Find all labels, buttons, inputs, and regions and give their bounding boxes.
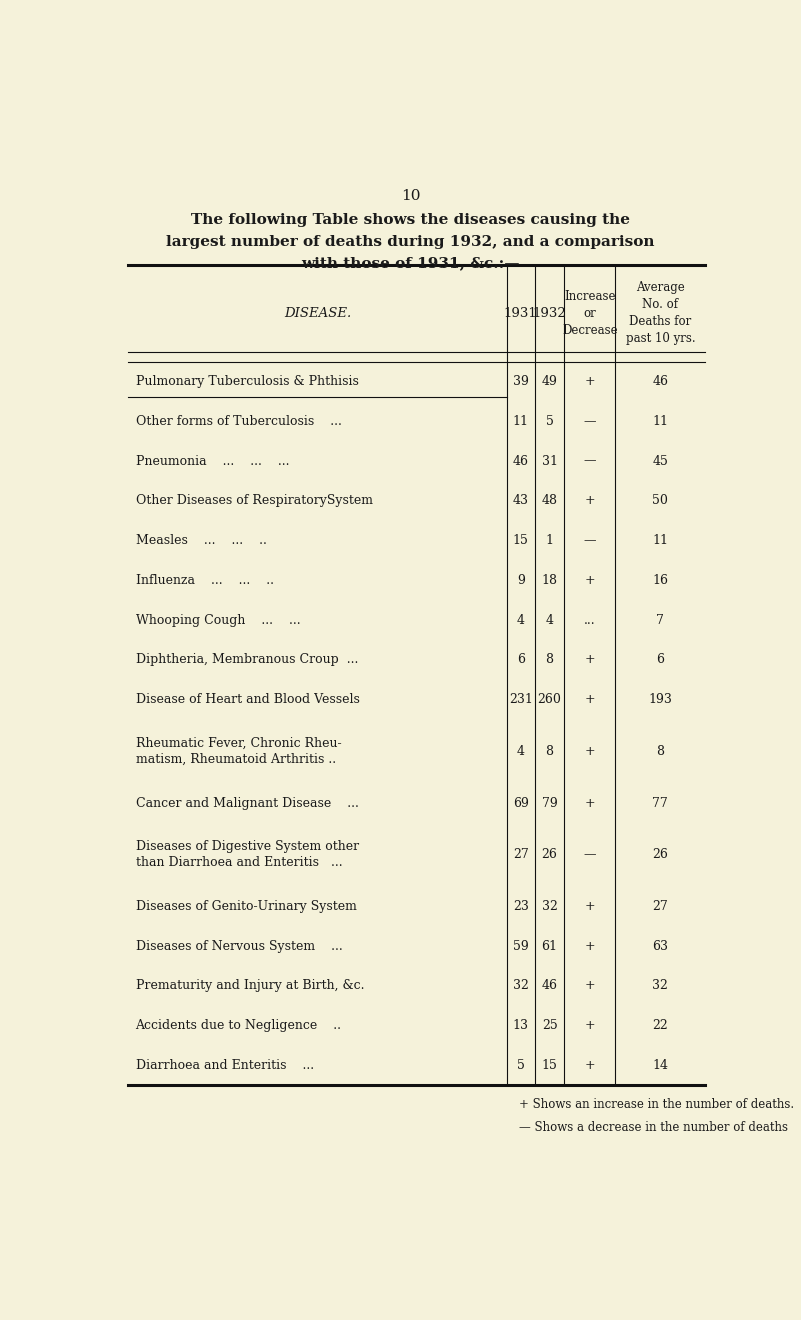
Text: 27: 27	[513, 849, 529, 861]
Text: Pulmonary Tuberculosis & Phthisis: Pulmonary Tuberculosis & Phthisis	[135, 375, 358, 388]
Text: 11: 11	[513, 414, 529, 428]
Text: —: —	[584, 535, 596, 546]
Text: Diseases of Digestive System other
than Diarrhoea and Enteritis   ...: Diseases of Digestive System other than …	[135, 840, 359, 870]
Text: Accidents due to Negligence    ..: Accidents due to Negligence ..	[135, 1019, 341, 1032]
Text: 45: 45	[653, 454, 668, 467]
Text: —: —	[584, 454, 596, 467]
Text: 11: 11	[652, 414, 668, 428]
Text: 8: 8	[545, 744, 553, 758]
Text: Diseases of Genito-Urinary System: Diseases of Genito-Urinary System	[135, 900, 356, 913]
Text: 77: 77	[653, 796, 668, 809]
Text: —: —	[584, 414, 596, 428]
Text: 1932: 1932	[533, 308, 566, 319]
Text: 48: 48	[541, 495, 557, 507]
Text: 43: 43	[513, 495, 529, 507]
Text: 46: 46	[513, 454, 529, 467]
Text: 11: 11	[652, 535, 668, 546]
Text: 63: 63	[652, 940, 668, 953]
Text: largest number of deaths during 1932, and a comparison: largest number of deaths during 1932, an…	[167, 235, 654, 248]
Text: ...: ...	[584, 614, 596, 627]
Text: Rheumatic Fever, Chronic Rheu-
matism, Rheumatoid Arthritis ..: Rheumatic Fever, Chronic Rheu- matism, R…	[135, 737, 341, 766]
Text: Diseases of Nervous System    ...: Diseases of Nervous System ...	[135, 940, 342, 953]
Text: 8: 8	[545, 653, 553, 667]
Text: 4: 4	[545, 614, 553, 627]
Text: Disease of Heart and Blood Vessels: Disease of Heart and Blood Vessels	[135, 693, 360, 706]
Text: Diphtheria, Membranous Croup  ...: Diphtheria, Membranous Croup ...	[135, 653, 358, 667]
Text: 27: 27	[653, 900, 668, 913]
Text: 39: 39	[513, 375, 529, 388]
Text: 26: 26	[653, 849, 668, 861]
Text: 79: 79	[541, 796, 557, 809]
Text: +: +	[585, 653, 595, 667]
Text: 49: 49	[541, 375, 557, 388]
Text: +: +	[585, 693, 595, 706]
Text: 59: 59	[513, 940, 529, 953]
Text: 231: 231	[509, 693, 533, 706]
Text: Increase
or
Decrease: Increase or Decrease	[562, 290, 618, 337]
Text: +: +	[585, 744, 595, 758]
Text: 6: 6	[517, 653, 525, 667]
Text: 13: 13	[513, 1019, 529, 1032]
Text: 32: 32	[653, 979, 668, 993]
Text: 10: 10	[400, 189, 421, 203]
Text: The following Table shows the diseases causing the: The following Table shows the diseases c…	[191, 214, 630, 227]
Text: +: +	[585, 796, 595, 809]
Text: 46: 46	[541, 979, 557, 993]
Text: +: +	[585, 1019, 595, 1032]
Text: 15: 15	[513, 535, 529, 546]
Text: 1: 1	[545, 535, 553, 546]
Text: Influenza    ...    ...    ..: Influenza ... ... ..	[135, 574, 273, 587]
Text: 193: 193	[649, 693, 672, 706]
Text: 32: 32	[541, 900, 557, 913]
Text: Cancer and Malignant Disease    ...: Cancer and Malignant Disease ...	[135, 796, 358, 809]
Text: DISEASE.: DISEASE.	[284, 308, 351, 319]
Text: — Shows a decrease in the number of deaths: — Shows a decrease in the number of deat…	[519, 1121, 788, 1134]
Text: 32: 32	[513, 979, 529, 993]
Text: Other Diseases of RespiratorySystem: Other Diseases of RespiratorySystem	[135, 495, 372, 507]
Text: Pneumonia    ...    ...    ...: Pneumonia ... ... ...	[135, 454, 289, 467]
Text: 26: 26	[541, 849, 557, 861]
Text: +: +	[585, 1059, 595, 1072]
Text: +: +	[585, 940, 595, 953]
Text: +: +	[585, 900, 595, 913]
Text: 23: 23	[513, 900, 529, 913]
Text: 5: 5	[545, 414, 553, 428]
Text: Average
No. of
Deaths for
past 10 yrs.: Average No. of Deaths for past 10 yrs.	[626, 281, 695, 346]
Text: 14: 14	[652, 1059, 668, 1072]
Text: 15: 15	[541, 1059, 557, 1072]
Text: 8: 8	[656, 744, 664, 758]
Text: 6: 6	[656, 653, 664, 667]
Text: Diarrhoea and Enteritis    ...: Diarrhoea and Enteritis ...	[135, 1059, 314, 1072]
Text: Whooping Cough    ...    ...: Whooping Cough ... ...	[135, 614, 300, 627]
Text: +: +	[585, 574, 595, 587]
Text: 9: 9	[517, 574, 525, 587]
Text: 4: 4	[517, 744, 525, 758]
Text: 5: 5	[517, 1059, 525, 1072]
Text: —: —	[584, 849, 596, 861]
Text: Prematurity and Injury at Birth, &c.: Prematurity and Injury at Birth, &c.	[135, 979, 364, 993]
Text: 7: 7	[657, 614, 664, 627]
Text: +: +	[585, 495, 595, 507]
Text: 260: 260	[537, 693, 562, 706]
Text: Other forms of Tuberculosis    ...: Other forms of Tuberculosis ...	[135, 414, 341, 428]
Text: Measles    ...    ...    ..: Measles ... ... ..	[135, 535, 267, 546]
Text: 25: 25	[541, 1019, 557, 1032]
Text: +: +	[585, 375, 595, 388]
Text: 18: 18	[541, 574, 557, 587]
Text: 4: 4	[517, 614, 525, 627]
Text: 50: 50	[653, 495, 668, 507]
Text: with those of 1931, &c.:—: with those of 1931, &c.:—	[301, 256, 520, 271]
Text: +: +	[585, 979, 595, 993]
Text: 16: 16	[652, 574, 668, 587]
Text: 69: 69	[513, 796, 529, 809]
Text: + Shows an increase in the number of deaths.: + Shows an increase in the number of dea…	[519, 1097, 795, 1110]
Text: 22: 22	[653, 1019, 668, 1032]
Text: 1931: 1931	[504, 308, 537, 319]
Text: 31: 31	[541, 454, 557, 467]
Text: 61: 61	[541, 940, 557, 953]
Text: 46: 46	[652, 375, 668, 388]
